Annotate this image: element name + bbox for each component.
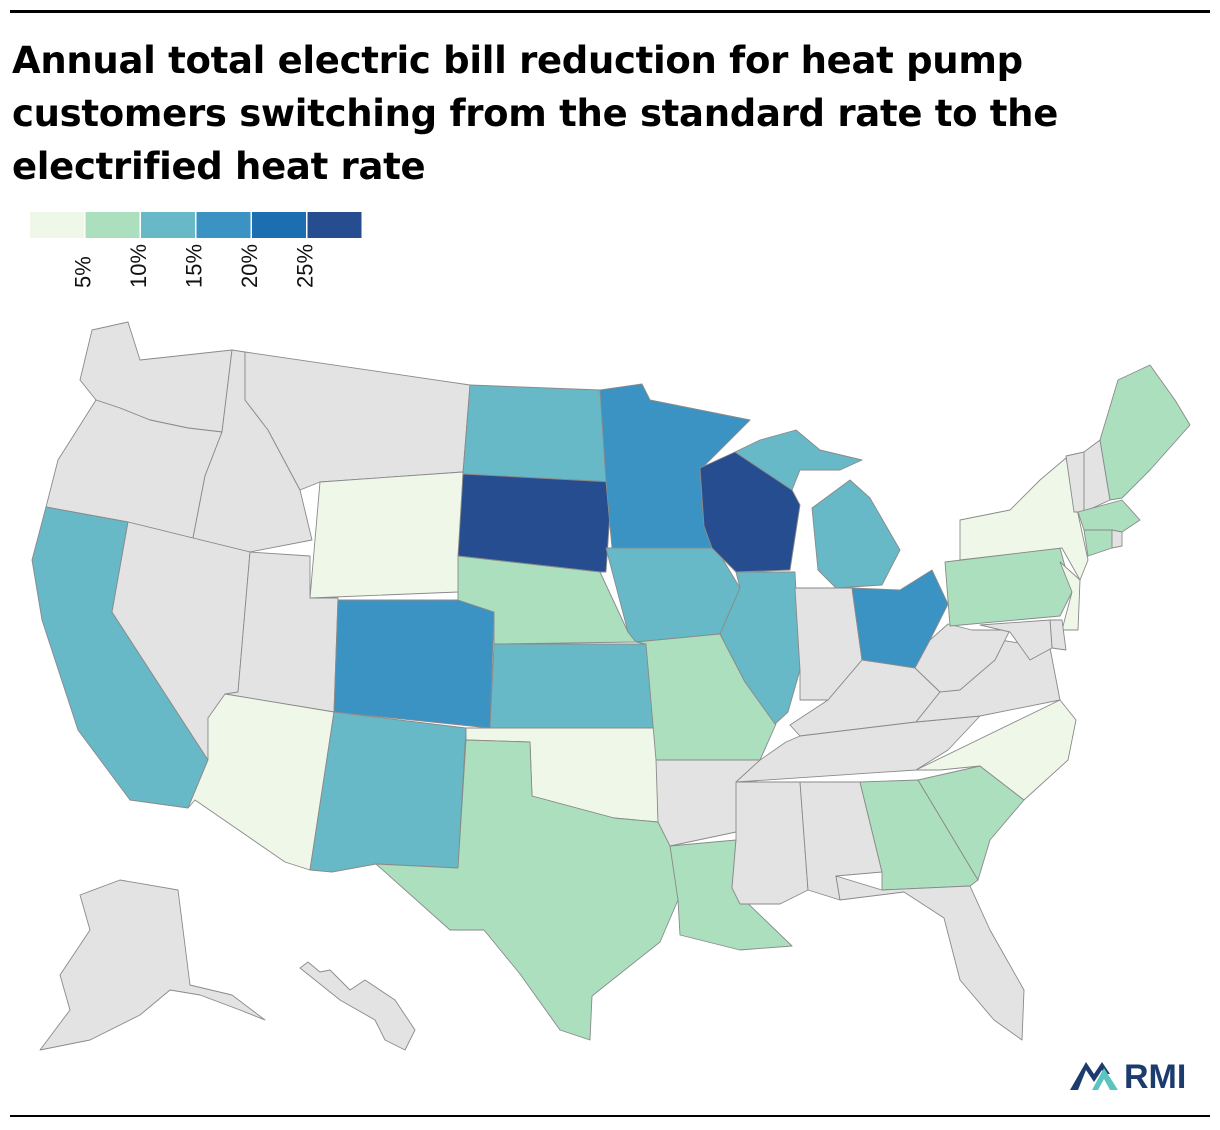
state-ne — [457, 555, 637, 645]
state-ks — [489, 643, 657, 729]
state-ms — [731, 781, 809, 905]
legend-swatch-0 — [30, 212, 84, 238]
legend-swatch-1 — [85, 212, 140, 238]
state-nm — [309, 711, 467, 873]
state-fl — [835, 875, 1025, 1041]
state-tx — [375, 739, 679, 1041]
state-nj — [1059, 561, 1081, 631]
state-hi — [299, 961, 416, 1051]
state-md — [979, 619, 1053, 661]
state-ma — [1077, 499, 1141, 533]
logo-mark-teal — [1092, 1068, 1118, 1090]
state-nd — [462, 384, 613, 483]
legend-swatch-2 — [141, 212, 195, 238]
legend-swatch-5 — [307, 212, 362, 238]
state-ny — [959, 457, 1089, 581]
state-az — [187, 693, 335, 871]
state-ak — [39, 879, 266, 1051]
logo-mark-dark — [1070, 1062, 1110, 1090]
top-rule — [10, 10, 1210, 13]
states-layer — [31, 321, 1191, 1051]
chart-title: Annual total electric bill reduction for… — [12, 39, 1059, 188]
legend-swatch-4 — [252, 212, 306, 238]
state-ri — [1111, 529, 1123, 549]
state-co — [333, 599, 495, 729]
logo-text: RMI — [1124, 1058, 1186, 1094]
legend-swatch-3 — [196, 212, 251, 238]
legend: 5% 10% 15% 20% 25% — [30, 212, 362, 288]
state-mi — [734, 429, 863, 491]
bottom-rule — [10, 1115, 1210, 1117]
state-sc — [917, 765, 1025, 881]
rmi-logo: RMI — [1070, 1052, 1212, 1096]
legend-tick-label: 15% — [182, 244, 207, 288]
state-me — [1099, 364, 1191, 501]
state-mi — [811, 479, 901, 589]
state-sd — [457, 473, 613, 573]
legend-tick-label: 20% — [237, 244, 262, 288]
legend-tick-label: 5% — [71, 256, 96, 288]
legend-tick-label: 25% — [293, 244, 318, 288]
state-wy — [309, 471, 464, 599]
state-nc — [915, 699, 1077, 801]
state-ct — [1083, 529, 1113, 557]
legend-tick-label: 10% — [126, 244, 151, 288]
